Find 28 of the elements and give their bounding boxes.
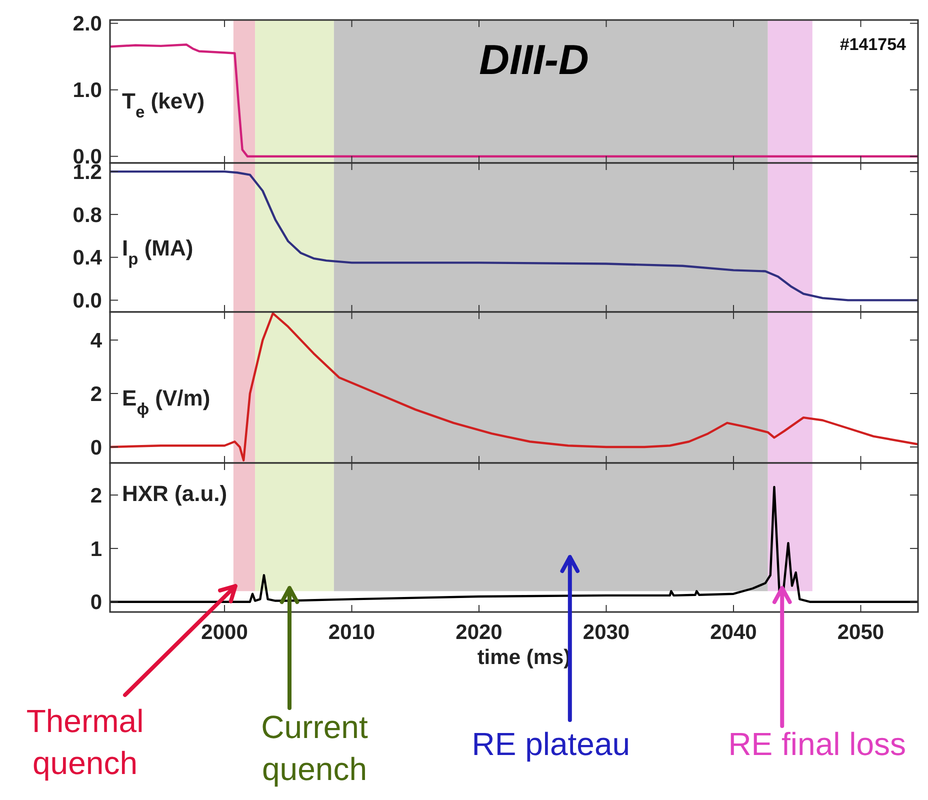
- y-tick-label: 2: [90, 382, 102, 406]
- y-axis-title: HXR (a.u.): [122, 481, 228, 506]
- y-tick-label: 2: [90, 484, 102, 508]
- line-series: [110, 170, 918, 302]
- band-label: RE final loss: [728, 726, 906, 762]
- y-axis-title: T$_{e}$ (keV): [122, 88, 205, 122]
- y-tick-label: 1: [90, 538, 102, 561]
- y-tick-label: 2.0: [72, 12, 102, 36]
- y-tick-label: 0.0: [72, 290, 102, 313]
- x-tick-label: 2010: [328, 621, 376, 644]
- y-tick-label: 0.8: [72, 204, 102, 227]
- band-label: Current quench: [261, 709, 368, 787]
- x-tick-label: 2020: [456, 621, 502, 644]
- annotation: #141754: [840, 35, 907, 54]
- y-tick-label: 0: [90, 591, 102, 614]
- x-tick-label: 2030: [582, 621, 630, 644]
- x-tick-label: 2040: [710, 621, 757, 644]
- x-tick-label: 2000: [201, 621, 248, 644]
- y-tick-label: 1.0: [72, 79, 102, 102]
- band-label: RE plateau: [472, 726, 630, 762]
- band-label: Thermal quench: [26, 703, 144, 781]
- y-tick-label: 0.4: [72, 246, 102, 270]
- y-tick-label: 0: [90, 436, 102, 460]
- x-tick-label: 2050: [837, 621, 884, 644]
- y-axis-title: E$_{ϕ}$ (V/m): [122, 386, 210, 419]
- chart-title: DIII-D: [479, 36, 589, 83]
- y-axis-title: I$_{p}$ (MA): [122, 235, 194, 268]
- y-tick-label: 4: [90, 329, 102, 352]
